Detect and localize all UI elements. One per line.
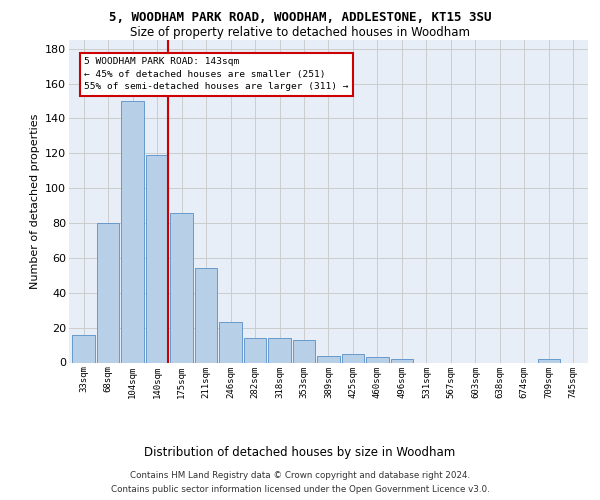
Bar <box>244 338 266 362</box>
Bar <box>146 155 169 362</box>
Bar <box>317 356 340 362</box>
Bar <box>391 359 413 362</box>
Bar <box>195 268 217 362</box>
Text: Size of property relative to detached houses in Woodham: Size of property relative to detached ho… <box>130 26 470 39</box>
Text: Contains public sector information licensed under the Open Government Licence v3: Contains public sector information licen… <box>110 484 490 494</box>
Bar <box>268 338 291 362</box>
Bar <box>170 212 193 362</box>
Bar <box>220 322 242 362</box>
Text: 5 WOODHAM PARK ROAD: 143sqm
← 45% of detached houses are smaller (251)
55% of se: 5 WOODHAM PARK ROAD: 143sqm ← 45% of det… <box>84 58 349 92</box>
Text: Distribution of detached houses by size in Woodham: Distribution of detached houses by size … <box>145 446 455 459</box>
Bar <box>342 354 364 362</box>
Bar <box>121 101 144 362</box>
Bar <box>97 223 119 362</box>
Y-axis label: Number of detached properties: Number of detached properties <box>29 114 40 289</box>
Bar <box>366 358 389 362</box>
Bar <box>538 359 560 362</box>
Bar <box>73 334 95 362</box>
Text: Contains HM Land Registry data © Crown copyright and database right 2024.: Contains HM Land Registry data © Crown c… <box>130 472 470 480</box>
Text: 5, WOODHAM PARK ROAD, WOODHAM, ADDLESTONE, KT15 3SU: 5, WOODHAM PARK ROAD, WOODHAM, ADDLESTON… <box>109 11 491 24</box>
Bar <box>293 340 315 362</box>
